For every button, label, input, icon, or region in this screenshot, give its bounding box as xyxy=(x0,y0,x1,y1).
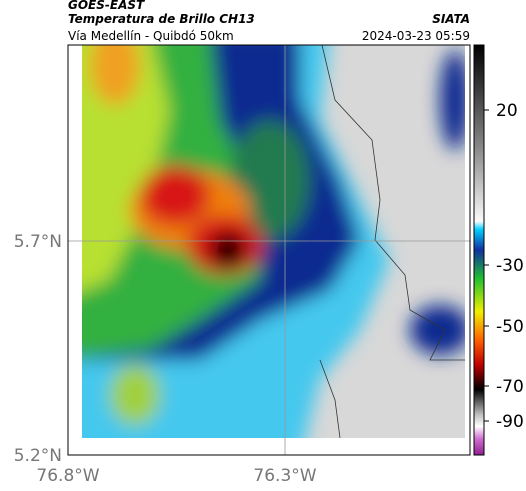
colorbar xyxy=(473,44,485,456)
subtitle: Temperatura de Brillo CH13 xyxy=(68,12,255,26)
colorbar-label: -90 xyxy=(496,412,524,432)
source: SIATA xyxy=(432,12,470,26)
location: Vía Medellín - Quibdó 50km xyxy=(68,29,234,43)
lat-label: 5.2°N xyxy=(14,446,62,466)
colorbar-label: -50 xyxy=(496,317,524,337)
title: GOES-EAST xyxy=(68,0,145,12)
lat-label: 5.7°N xyxy=(14,232,62,252)
timestamp: 2024-03-23 05:59 xyxy=(362,29,470,43)
colorbar-label: -30 xyxy=(496,256,524,276)
lon-label: 76.3°W xyxy=(253,466,316,486)
colorbar-label: 20 xyxy=(496,101,518,121)
satellite-image xyxy=(82,45,465,438)
colorbar-label: -70 xyxy=(496,377,524,397)
lon-label: 76.8°W xyxy=(36,466,99,486)
